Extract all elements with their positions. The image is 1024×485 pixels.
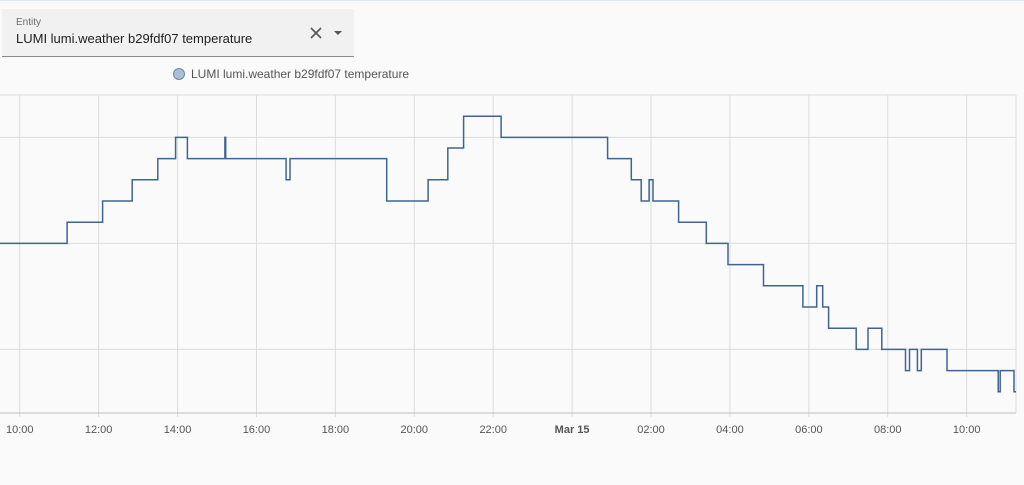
close-icon[interactable] [308,25,324,41]
legend-swatch-icon [173,68,185,80]
x-tick-label: 16:00 [243,424,271,436]
x-tick-label: 12:00 [85,424,113,436]
series-line-0[interactable] [0,115,1016,393]
x-tick-label: 02:00 [637,424,665,436]
x-tick-label: 18:00 [322,424,350,436]
chart-series [0,115,1016,393]
x-tick-label: 14:00 [164,424,192,436]
x-tick-label: 20:00 [401,424,429,436]
entity-picker-label: Entity [16,17,42,28]
x-axis-ticks: 10:00 12:00 14:00 16:00 18:00 20:00 22:00 Mar 1… [6,424,980,436]
top-divider [0,0,1024,1]
entity-picker[interactable]: Entity LUMI lumi.weather b29fdf07 temper… [2,9,354,57]
x-tick-label: 06:00 [795,424,823,436]
chart-legend-item[interactable]: LUMI lumi.weather b29fdf07 temperature [173,65,409,83]
x-tick-label: 22:00 [479,424,507,436]
legend-label: LUMI lumi.weather b29fdf07 temperature [191,67,410,81]
x-tick-label: Mar 15 [555,424,590,436]
x-tick-label: 10:00 [6,424,34,436]
x-tick-label: 10:00 [953,424,981,436]
caret-down-icon[interactable] [330,25,346,41]
x-tick-label: 08:00 [874,424,902,436]
chart-grid [0,94,1017,417]
x-tick-label: 04:00 [716,424,744,436]
entity-picker-value[interactable]: LUMI lumi.weather b29fdf07 temperature [16,31,253,46]
